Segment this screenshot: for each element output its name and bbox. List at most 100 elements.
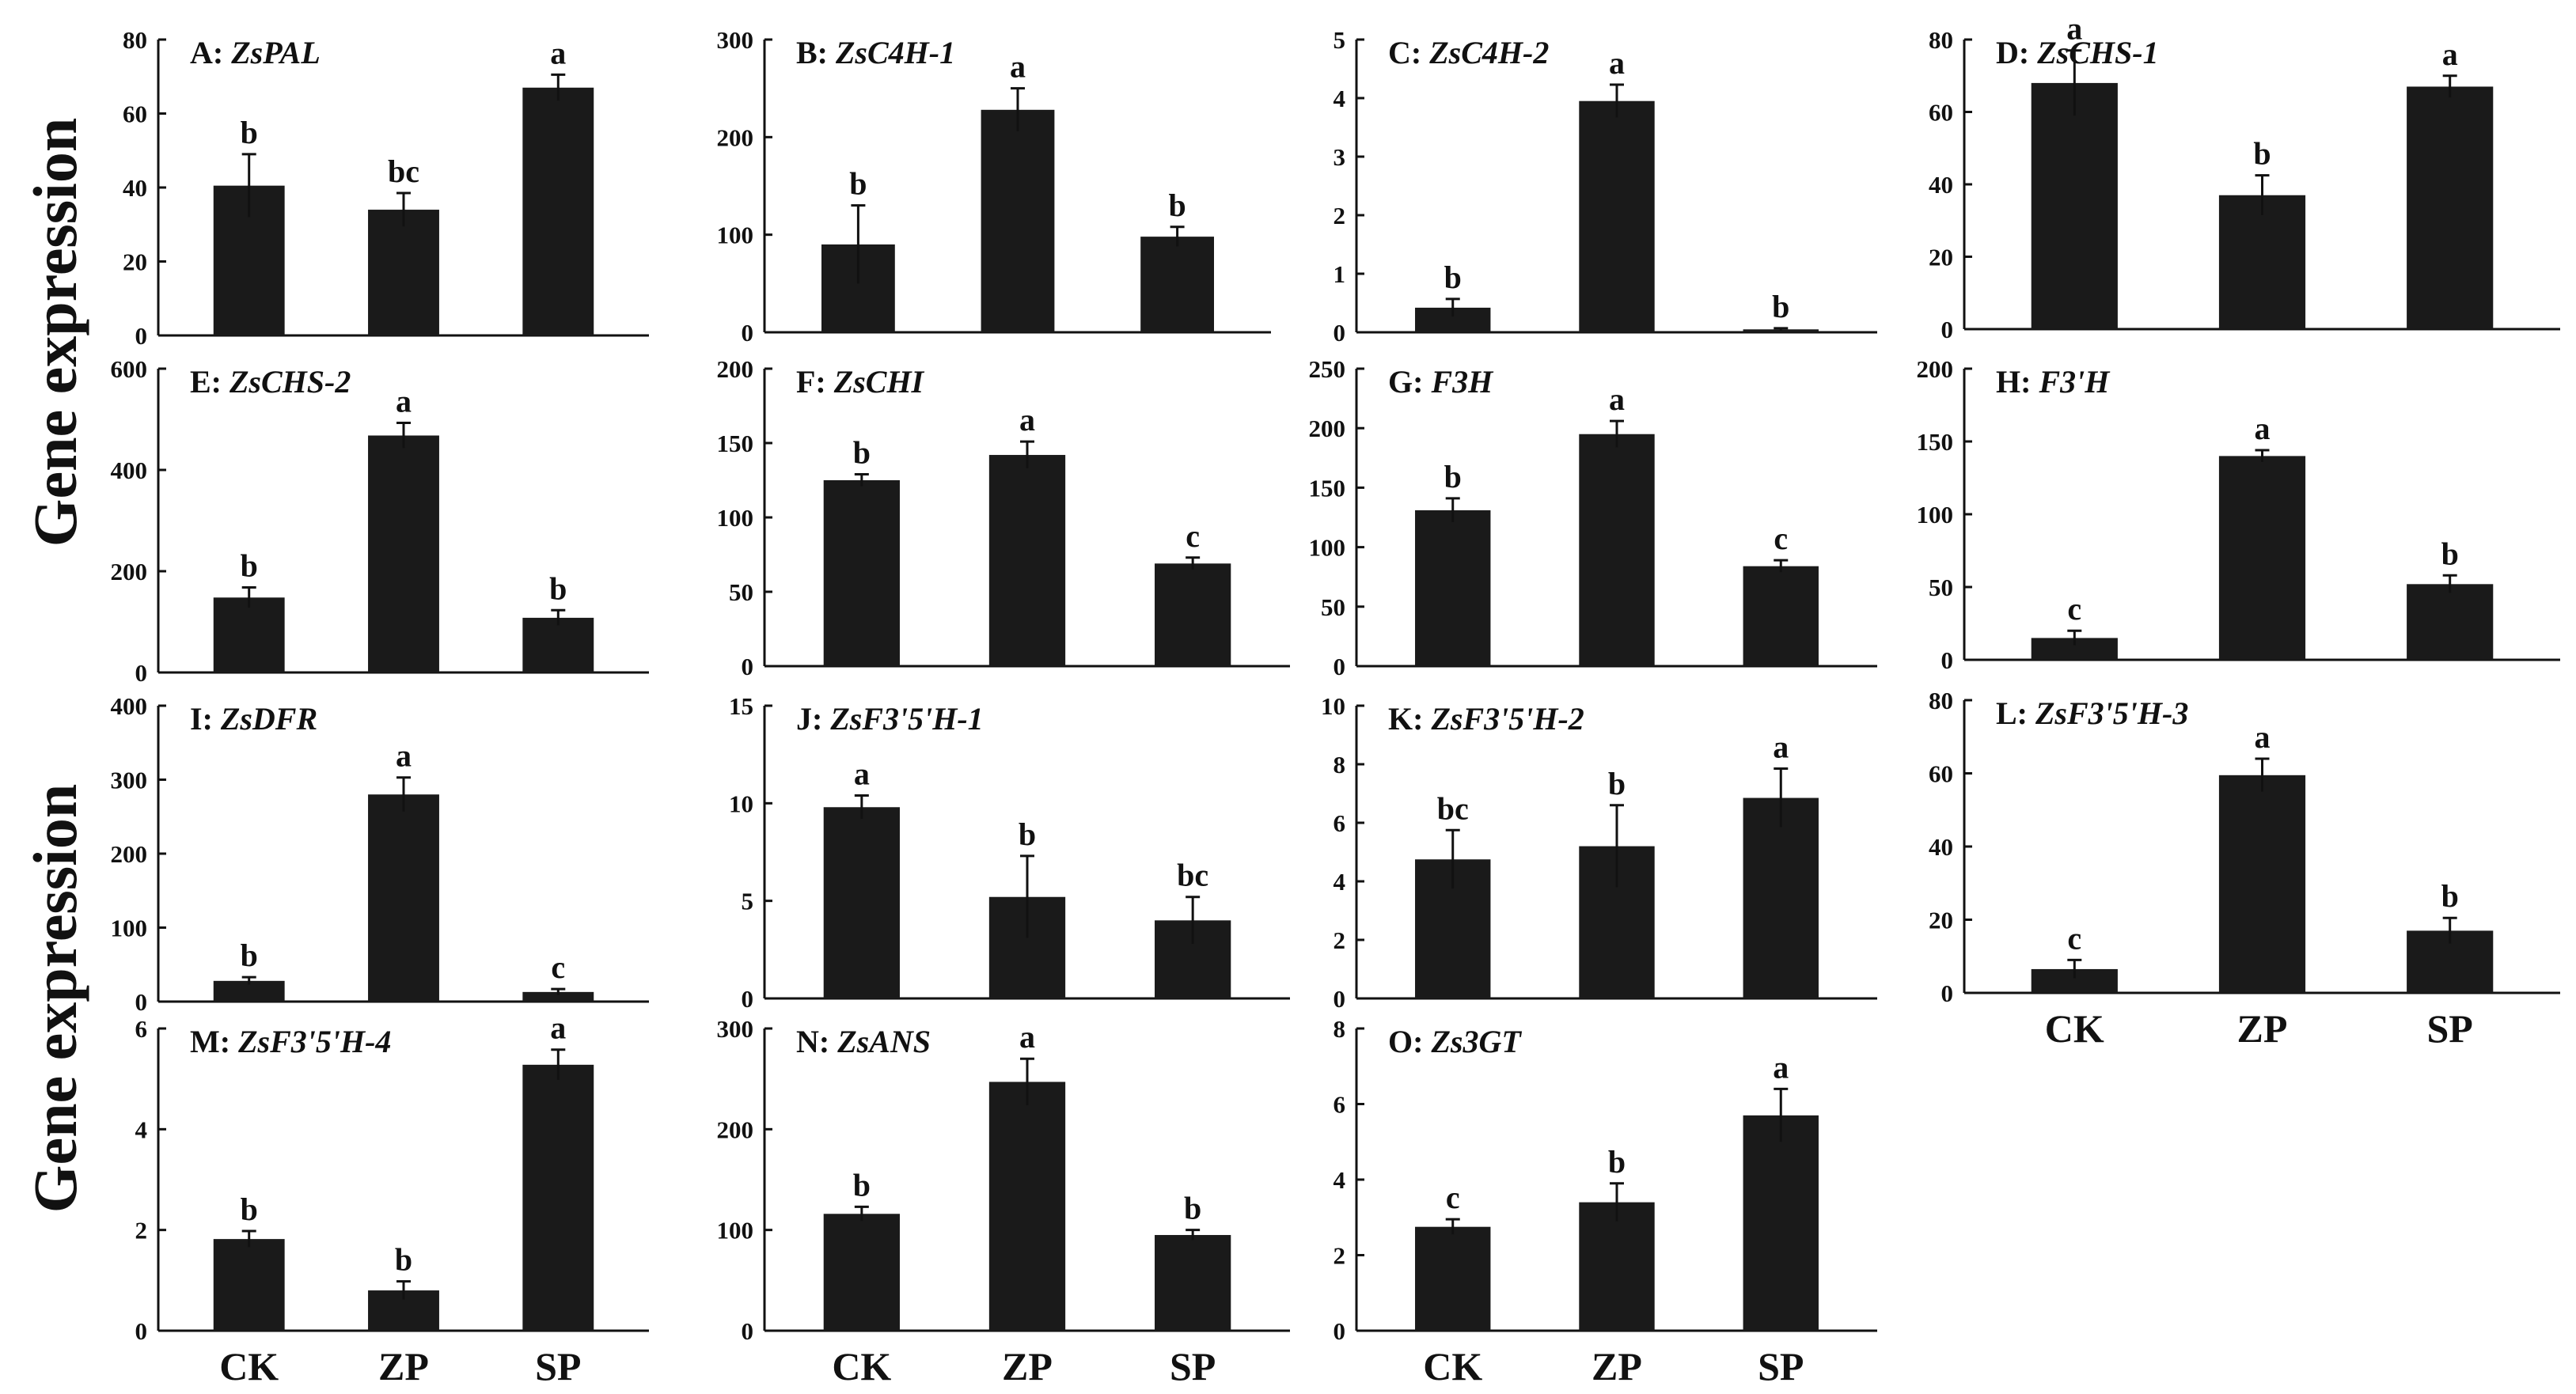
y-tick-label: 60 [123, 100, 147, 128]
y-tick-label: 0 [135, 659, 148, 687]
panel-title: N: ZsANS [796, 1024, 931, 1059]
panel-title-prefix: K: [1388, 701, 1431, 737]
significance-letter: bc [388, 153, 419, 189]
y-tick-label: 10 [729, 790, 753, 817]
y-tick-label: 80 [123, 26, 147, 54]
significance-letter: a [1773, 1049, 1789, 1085]
y-tick-label: 0 [1334, 653, 1346, 680]
y-tick-label: 80 [1929, 687, 1953, 714]
y-tick-label: 0 [135, 322, 148, 350]
significance-letter: b [1608, 766, 1626, 801]
y-tick-label: 200 [717, 1116, 754, 1143]
y-tick-label: 100 [1309, 534, 1346, 562]
significance-letter: b [241, 1191, 258, 1227]
y-tick-label: 4 [1334, 85, 1346, 112]
panel-title: M: ZsF3'5'H-4 [190, 1024, 391, 1059]
significance-letter: a [1609, 45, 1625, 81]
bar [522, 991, 594, 1002]
y-tick-label: 40 [123, 174, 147, 202]
significance-letter: a [396, 383, 412, 419]
panel-title: C: ZsC4H-2 [1388, 35, 1549, 70]
y-tick-label: 5 [742, 888, 754, 915]
y-tick-label: 150 [717, 430, 754, 457]
panel-a: 0 20 40 60 80 A: ZsPAL b bc a [123, 26, 649, 350]
error-bar [241, 975, 256, 985]
bar [368, 794, 439, 1002]
y-tick-label: 300 [717, 26, 754, 54]
panel-title: E: ZsCHS-2 [190, 364, 351, 400]
y-tick-label: 0 [742, 985, 754, 1013]
significance-letter: b [1168, 188, 1186, 223]
y-tick-label: 0 [742, 1317, 754, 1345]
x-category-label: SP [1170, 1344, 1216, 1388]
bar [2407, 86, 2494, 329]
y-tick-label: 3 [1334, 143, 1346, 171]
bar [213, 1239, 285, 1331]
panel-o: 0 2 4 6 8 O: Zs3GT c CK b ZP a SP [1334, 1015, 1877, 1388]
panel-title: L: ZsF3'5'H-3 [1996, 695, 2188, 731]
significance-letter: a [1019, 1019, 1035, 1055]
error-bar [1774, 767, 1789, 828]
y-tick-label: 50 [729, 578, 753, 606]
error-bar [2442, 916, 2457, 944]
error-bar [1186, 1229, 1201, 1241]
error-bar [551, 608, 566, 626]
y-tick-label: 0 [742, 653, 754, 680]
significance-letter: c [2067, 920, 2081, 956]
error-bar [1610, 419, 1624, 448]
y-tick-label: 300 [717, 1015, 754, 1043]
y-tick-label: 200 [111, 558, 148, 585]
error-bar [1445, 297, 1460, 317]
error-bar [1020, 854, 1034, 938]
error-bar [551, 1048, 566, 1080]
panel-title-gene: F3H [1430, 364, 1494, 400]
y-tick-label: 0 [1334, 1317, 1346, 1345]
panel-i: 0 100 200 300 400 I: ZsDFR b a c [111, 692, 649, 1016]
significance-letter: c [1774, 521, 1788, 556]
panel-title: I: ZsDFR [190, 701, 317, 737]
panel-title-gene: ZsF3'5'H-4 [237, 1024, 391, 1059]
panel-title-gene: ZsPAL [230, 35, 321, 70]
error-bar [1011, 87, 1025, 131]
panel-j: 0 5 10 15 J: ZsF3'5'H-1 a b bc [729, 692, 1290, 1013]
significance-letter: b [849, 166, 867, 202]
panel-title-gene: ZsCHI [833, 364, 925, 400]
error-bar [851, 204, 866, 284]
panel-title: J: ZsF3'5'H-1 [796, 701, 984, 737]
panel-title-prefix: H: [1996, 364, 2039, 400]
panel-title-prefix: F: [796, 364, 834, 400]
panel-h: 0 50 100 150 200 H: F3'H c a b [1917, 355, 2560, 674]
significance-letter: a [550, 1010, 566, 1046]
error-bar [2067, 49, 2082, 116]
significance-letter: a [1010, 49, 1026, 85]
x-category-label: CK [2045, 1006, 2104, 1051]
panel-title-prefix: D: [1996, 35, 2037, 70]
bar [988, 455, 1066, 666]
error-bar [551, 73, 566, 101]
y-tick-label: 200 [717, 355, 754, 383]
significance-letter: b [1608, 1144, 1626, 1180]
bar [1579, 1202, 1655, 1331]
y-tick-label: 60 [1929, 760, 1953, 788]
y-tick-label: 4 [135, 1116, 148, 1143]
bar [1415, 1226, 1491, 1331]
significance-letter: a [396, 738, 412, 774]
error-bar [854, 472, 869, 487]
y-tick-label: 200 [1309, 415, 1346, 442]
significance-letter: a [2255, 719, 2271, 755]
bar [2218, 195, 2306, 329]
y-tick-label: 8 [1334, 751, 1346, 778]
y-axis-label-top: Gene expression [21, 118, 89, 547]
significance-letter: b [2253, 136, 2271, 172]
significance-letter: a [550, 35, 566, 70]
panel-title-prefix: L: [1996, 695, 2035, 731]
panel-title-prefix: A: [190, 35, 231, 70]
error-bar [1610, 83, 1624, 118]
panel-title-gene: ZsCHS-2 [229, 364, 351, 400]
significance-letter: b [395, 1242, 412, 1278]
error-bar [2442, 574, 2457, 593]
significance-letter: b [241, 938, 258, 973]
significance-letter: b [853, 434, 871, 470]
